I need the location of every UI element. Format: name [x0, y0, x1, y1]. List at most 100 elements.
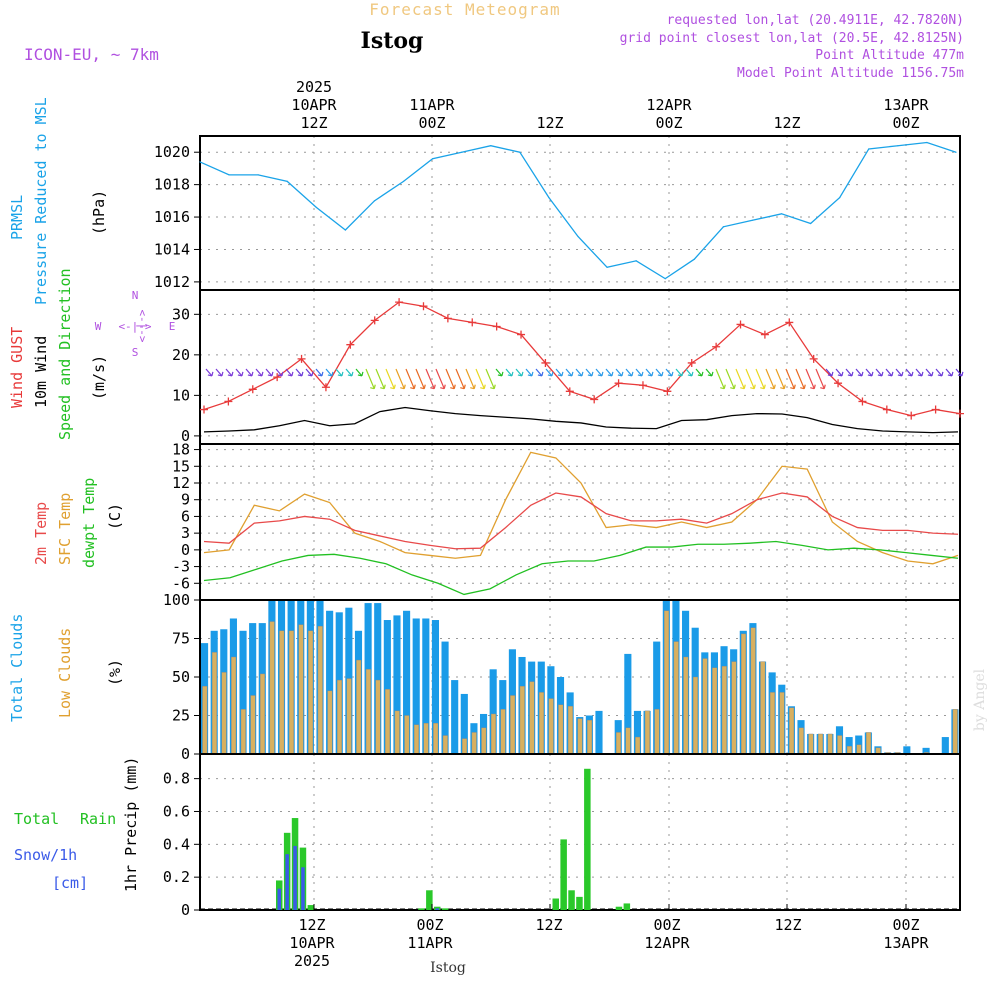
low-cloud-bar	[336, 679, 343, 755]
wind-arrow	[825, 368, 833, 377]
wind-arrow	[885, 368, 893, 377]
low-cloud-bar	[577, 718, 583, 755]
panel-frame	[199, 135, 961, 291]
wind-arrow-head	[490, 384, 496, 390]
low-cloud-bar	[635, 736, 641, 755]
footer-location: Istog	[430, 960, 466, 976]
low-cloud-bar	[856, 744, 862, 755]
low-cloud-bar	[615, 732, 621, 755]
y-tick-label: 12	[172, 474, 190, 492]
wind-arrow-head	[937, 371, 944, 377]
bottom-day-label: 13APR	[883, 934, 929, 952]
low-cloud-bar	[731, 661, 737, 755]
wind-arrow	[865, 368, 873, 377]
wind-arrow-head	[877, 371, 884, 377]
compass-e: E	[169, 320, 176, 333]
low-cloud-bar	[692, 676, 698, 755]
pressure-point	[722, 226, 724, 228]
low-cloud-bar	[433, 723, 439, 755]
header: Forecast Meteogram Istog ICON-EU, ~ 7km …	[24, 0, 988, 976]
pressure-point	[373, 200, 376, 202]
pressure-point	[664, 278, 666, 280]
rain-bar	[584, 768, 591, 910]
wind-arrow-head	[790, 384, 796, 390]
gust-marker	[468, 318, 477, 327]
wind-arrow-head	[837, 371, 844, 377]
panel-5: 0 0.2 0.4 0.6 0.8	[163, 753, 961, 919]
wind-arrow-head	[527, 371, 534, 377]
low-cloud-bar	[288, 630, 294, 755]
precip-unit-label: 1hr Precip (mm)	[122, 757, 140, 892]
pressure-point	[402, 180, 405, 182]
wind-arrow	[375, 368, 385, 389]
wind-arrow	[505, 368, 513, 377]
wind-arrow-head	[760, 384, 766, 390]
bottom-hour-label: 12Z	[774, 916, 801, 934]
wind-arrow	[325, 368, 333, 377]
pressure-point	[635, 260, 637, 262]
total-cloud-bar	[239, 630, 247, 754]
wind-arrow-head	[887, 371, 894, 377]
wind-arrow-head	[707, 371, 714, 377]
low-cloud-bar	[510, 695, 516, 755]
wind-arrow	[495, 368, 503, 377]
low-cloud-bar	[279, 630, 285, 755]
low-cloud-bar	[423, 723, 429, 755]
top-year-label: 2025	[296, 78, 332, 96]
low-cloud-bar	[750, 627, 756, 755]
wind-arrow-head	[750, 384, 756, 390]
point-altitude: Point Altitude 477m	[815, 48, 964, 63]
wind-arrow-head	[667, 371, 674, 377]
low-cloud-bar	[625, 727, 631, 755]
wind-arrow-head	[247, 371, 254, 377]
wind-arrow-head	[587, 371, 594, 377]
wind-arrow	[425, 368, 435, 389]
gust-marker	[321, 383, 330, 392]
low-cloud-bar	[846, 746, 852, 755]
total-cloud-bar	[595, 710, 603, 754]
y-tick-label: 0	[181, 901, 190, 919]
y-tick-label: 1014	[154, 240, 190, 258]
gust-marker	[541, 358, 550, 367]
gust-marker	[590, 395, 599, 404]
top-hour-label: 00Z	[418, 114, 445, 132]
wind-arrow	[725, 368, 735, 389]
compass-icon: N <-|-> S W <-|-> E	[95, 289, 176, 359]
wind-arrow	[215, 368, 223, 377]
low-cloud-bar	[490, 713, 496, 755]
pressure-point	[897, 145, 899, 147]
low-cloud-bar	[664, 610, 670, 755]
wind-arrow	[225, 368, 233, 377]
wind-arrow	[575, 368, 583, 377]
gust-marker	[492, 322, 501, 331]
wind-arrow	[235, 368, 243, 377]
wind-unit-label: (m/s)	[90, 355, 108, 400]
wind-arrow	[465, 368, 475, 389]
t2m-label: 2m Temp	[32, 502, 50, 565]
low-cloud-bar	[231, 656, 237, 755]
wind-arrow	[715, 368, 725, 389]
wind-arrow	[615, 368, 623, 377]
y-tick-label: 0	[181, 427, 190, 445]
low-cloud-bar	[769, 692, 775, 755]
gust-marker	[834, 379, 843, 388]
low-cloud-bar	[462, 738, 468, 755]
gust-marker	[248, 385, 257, 394]
pressure-point	[693, 258, 695, 260]
wind-arrow	[245, 368, 253, 377]
wind-arrow-head	[720, 384, 726, 390]
y-tick-label: 15	[172, 457, 190, 475]
total-cloud-bar	[374, 603, 382, 754]
wind-arrow-head	[917, 371, 924, 377]
wind-arrow-head	[597, 371, 604, 377]
wind-arrow	[435, 368, 445, 389]
wind-arrow-head	[380, 384, 386, 390]
low-cloud-bar	[260, 673, 266, 755]
low-cloud-bar	[721, 666, 727, 755]
wind-arrow	[945, 368, 953, 377]
wind-arrow-head	[347, 371, 354, 377]
wind-arrow	[485, 368, 495, 389]
rain-bar	[568, 890, 575, 910]
wind-arrow-head	[390, 384, 396, 390]
